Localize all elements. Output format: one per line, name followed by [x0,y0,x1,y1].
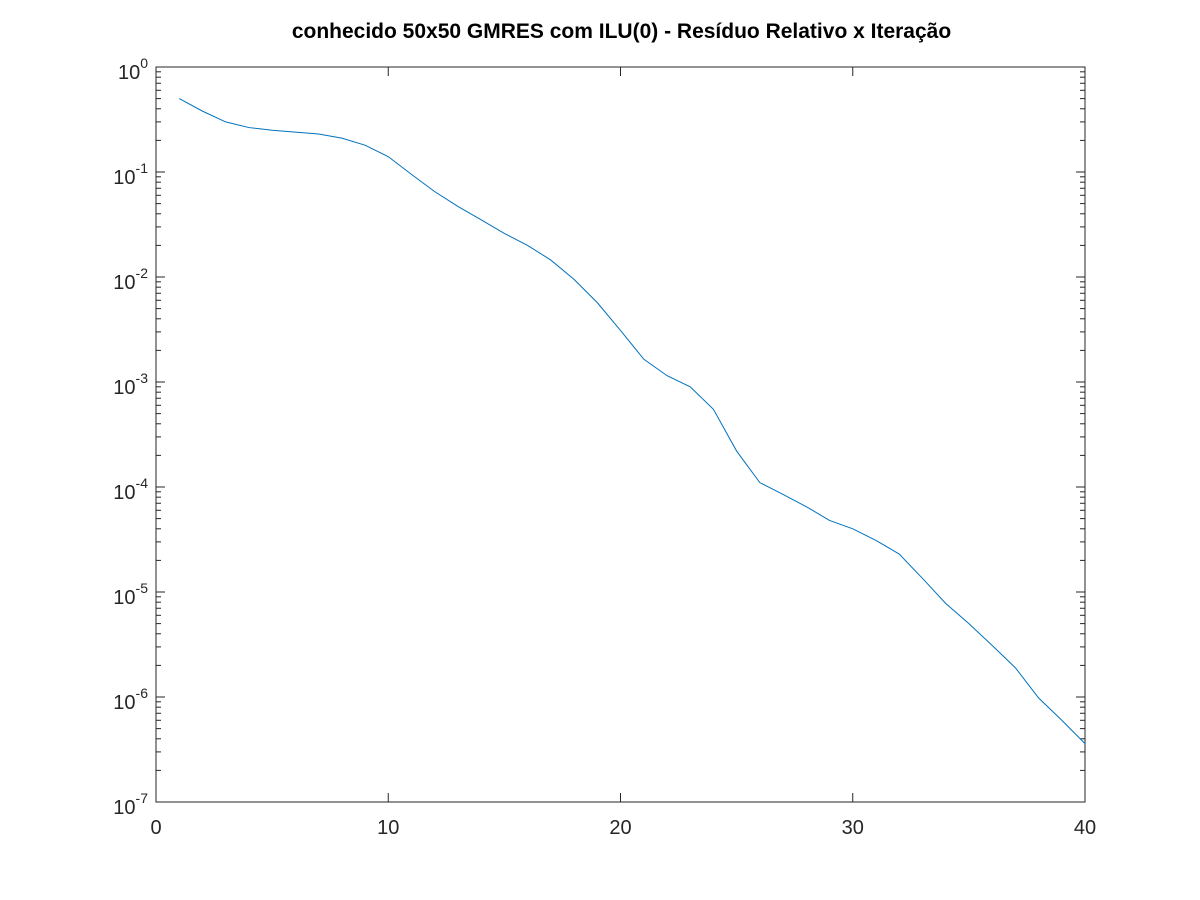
y-tick-label: 10-6 [113,685,148,714]
y-tick-base: 10 [113,482,135,504]
y-tick-label: 10-2 [113,265,148,294]
y-tick-base: 10 [113,167,135,189]
y-tick-base: 10 [113,797,135,819]
x-tick-label: 40 [1074,817,1096,839]
y-tick-exponent: 0 [140,55,148,71]
y-tick-exponent: -1 [136,160,149,176]
y-tick-label: 10-5 [113,580,148,609]
x-tick-label: 10 [377,817,399,839]
x-tick-label: 0 [150,817,161,839]
y-tick-exponent: -4 [136,475,149,491]
x-tick-label: 20 [609,817,631,839]
y-tick-base: 10 [118,62,140,84]
y-tick-label: 10-1 [113,160,148,189]
y-tick-label: 100 [118,55,148,84]
series-line [178,98,1086,744]
y-tick-exponent: -7 [136,790,149,806]
y-tick-label: 10-7 [113,790,148,819]
axis-ticks [155,66,1086,803]
y-tick-label: 10-3 [113,370,148,399]
x-tick-label: 30 [842,817,864,839]
y-tick-base: 10 [113,377,135,399]
y-tick-exponent: -3 [136,370,149,386]
chart-title: conhecido 50x50 GMRES com ILU(0) - Resíd… [291,20,952,43]
y-tick-base: 10 [113,272,135,294]
y-tick-exponent: -2 [136,265,149,281]
x-axis-tick-labels: 0 10 20 30 40 [150,817,1096,839]
y-tick-base: 10 [113,587,135,609]
y-tick-base: 10 [113,692,135,714]
y-tick-exponent: -5 [136,580,149,596]
y-tick-exponent: -6 [136,685,149,701]
y-tick-label: 10-4 [113,475,148,504]
plot-area-box [155,66,1086,803]
